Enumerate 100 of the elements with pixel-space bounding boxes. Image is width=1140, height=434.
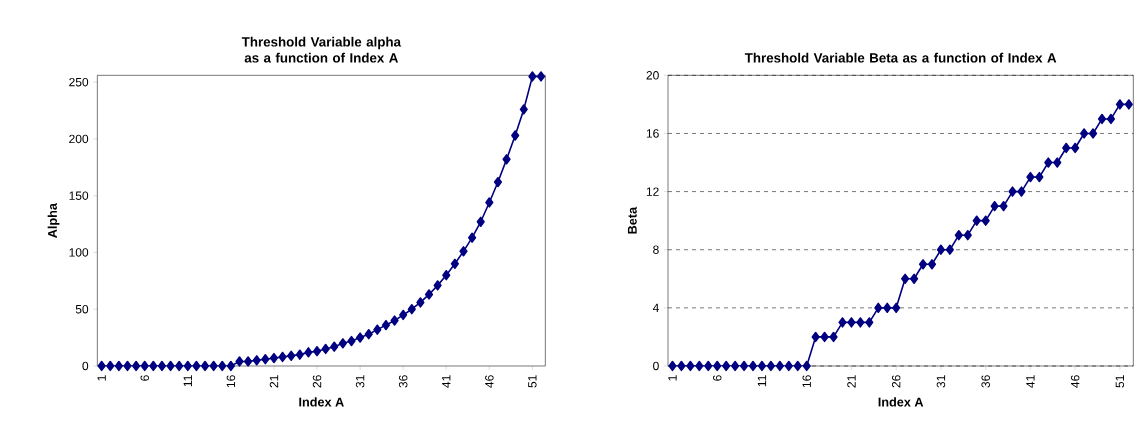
y-tick-label: 150 — [69, 191, 89, 200]
point — [1115, 99, 1124, 110]
point — [981, 215, 990, 226]
y-tick-label: 12 — [646, 187, 659, 196]
x-tick-label: 26 — [312, 375, 322, 388]
point — [381, 319, 391, 331]
point — [820, 331, 829, 343]
point — [802, 360, 811, 372]
point — [123, 360, 132, 372]
point — [1071, 142, 1080, 154]
x-tick-label: 46 — [485, 375, 494, 388]
point — [838, 317, 847, 328]
point — [261, 353, 270, 365]
y-tick-label: 200 — [69, 134, 89, 144]
point — [766, 360, 776, 372]
point — [945, 244, 954, 255]
point — [200, 360, 210, 372]
point — [668, 360, 677, 372]
point — [972, 215, 981, 226]
point — [373, 324, 382, 335]
point — [1008, 186, 1017, 197]
point — [909, 273, 919, 284]
point — [811, 331, 820, 343]
point — [321, 343, 330, 355]
point — [1044, 157, 1053, 168]
point — [936, 244, 946, 255]
point — [312, 346, 322, 357]
point — [511, 130, 520, 141]
x-tick-label: 1 — [668, 375, 677, 381]
point — [399, 309, 408, 321]
y-tick-label: 50 — [75, 304, 89, 314]
y-tick-label: 0 — [82, 361, 89, 371]
point — [330, 341, 339, 352]
point — [209, 360, 218, 372]
chart-title: Threshold Variable alpha as a function of Index A — [241, 36, 402, 63]
point — [493, 176, 503, 188]
point — [347, 335, 356, 347]
y-axis-title: Beta — [627, 206, 637, 234]
point — [677, 360, 686, 372]
point — [192, 360, 201, 372]
point — [106, 360, 115, 372]
point — [784, 360, 793, 372]
point — [722, 360, 731, 372]
x-tick-label: 16 — [802, 375, 811, 388]
x-tick-label: 31 — [936, 375, 946, 388]
point — [883, 302, 892, 314]
point — [218, 360, 227, 372]
point — [338, 338, 347, 349]
point — [1017, 186, 1026, 197]
x-tick-label: 36 — [981, 375, 990, 388]
point — [244, 356, 253, 367]
point — [713, 360, 722, 372]
point — [468, 232, 477, 243]
x-tick-label: 16 — [226, 375, 236, 388]
point — [990, 200, 999, 212]
chart-title: Threshold Variable Beta as a function of Index A — [744, 52, 1057, 63]
point — [918, 259, 928, 270]
point — [114, 360, 123, 372]
point — [757, 360, 767, 372]
point — [519, 104, 528, 115]
point — [149, 360, 158, 372]
point — [901, 273, 910, 284]
point — [892, 302, 901, 314]
point — [416, 297, 425, 308]
x-tick-label: 6 — [140, 375, 149, 381]
point — [407, 304, 416, 315]
point — [140, 360, 149, 372]
x-tick-label: 51 — [1115, 375, 1125, 388]
point — [874, 302, 883, 314]
y-tick-label: 100 — [69, 248, 89, 257]
point — [1106, 113, 1116, 125]
point — [793, 360, 802, 372]
x-tick-label: 41 — [442, 375, 451, 388]
x-tick-label: 11 — [183, 375, 192, 387]
point — [1080, 128, 1089, 139]
point — [476, 216, 485, 227]
point — [459, 246, 468, 257]
point — [295, 349, 304, 360]
x-tick-label: 1 — [97, 375, 106, 381]
point — [485, 197, 494, 208]
point — [166, 360, 175, 372]
y-tick-label: 8 — [653, 245, 659, 254]
point — [252, 355, 261, 366]
point — [235, 356, 244, 367]
x-tick-label: 31 — [355, 375, 365, 388]
y-tick-label: 4 — [652, 303, 659, 312]
y-axis-title: Alpha — [47, 202, 60, 238]
point — [829, 331, 838, 343]
point — [442, 269, 451, 281]
point — [847, 317, 856, 328]
y-tick-label: 0 — [653, 361, 659, 371]
point — [731, 360, 740, 372]
point — [686, 360, 695, 372]
point — [450, 258, 459, 269]
point — [536, 71, 546, 82]
y-tick-label: 250 — [69, 77, 89, 87]
point — [278, 351, 287, 363]
point — [175, 360, 184, 372]
point — [287, 350, 296, 361]
point — [433, 280, 442, 291]
